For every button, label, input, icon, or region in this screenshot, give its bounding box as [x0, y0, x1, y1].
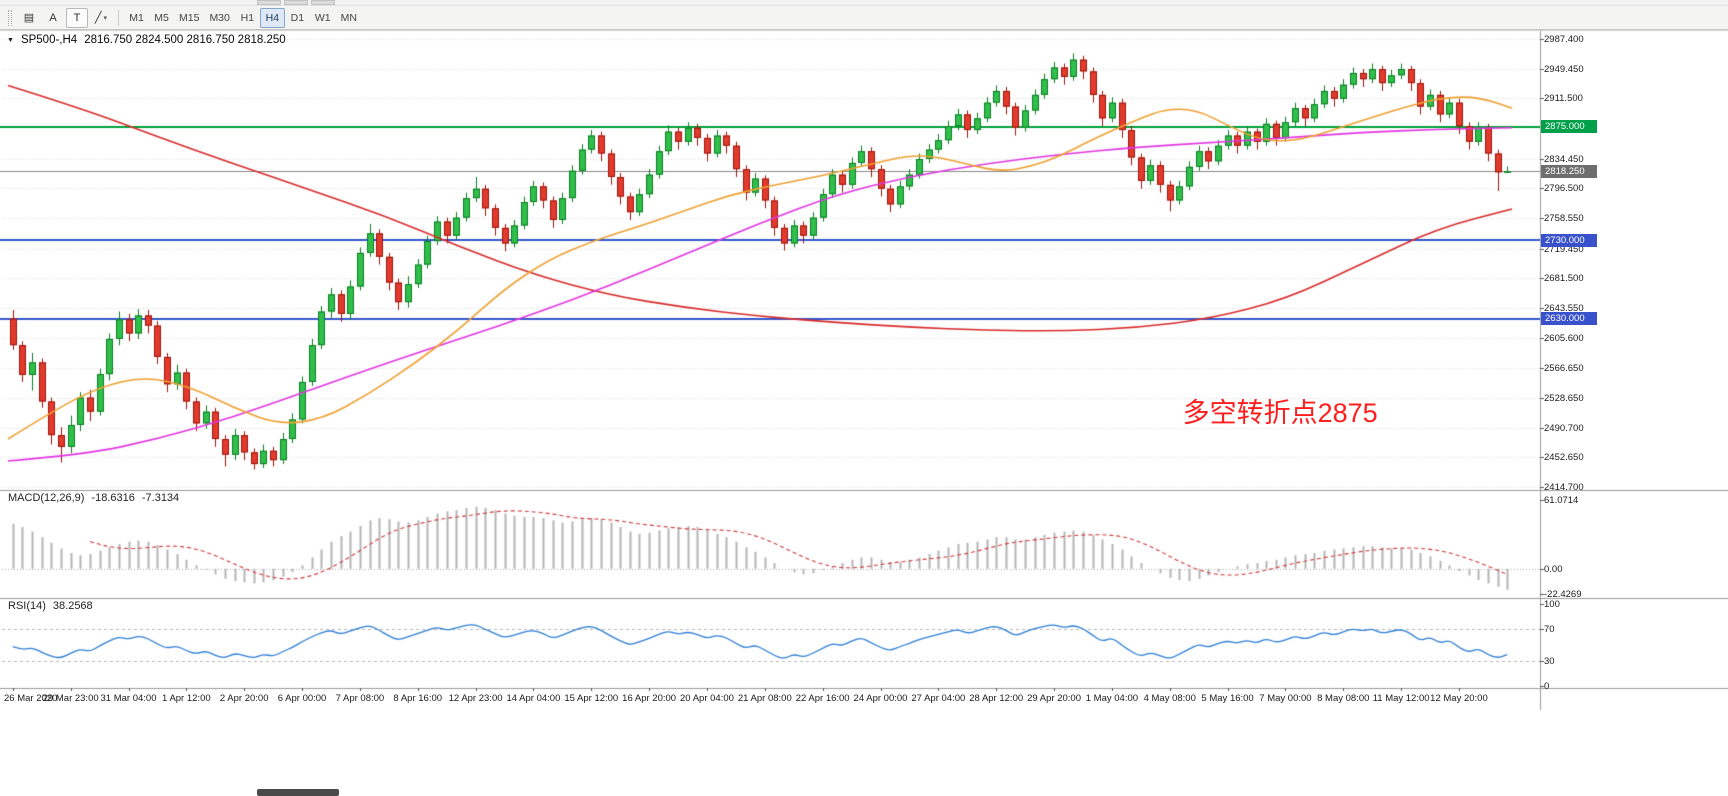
time-axis-label: 28 Apr 12:00: [969, 693, 1024, 704]
time-axis-label: 6 Apr 00:00: [277, 693, 327, 704]
time-axis-label: 29 Mar 23:00: [42, 693, 99, 704]
macd-axis-label: -22.4269: [1544, 589, 1582, 600]
timeframe-toolbar: M1 M5 M15 M30 H1 H4 D1 W1 MN: [124, 7, 362, 28]
timeframe-mn-button[interactable]: MN: [340, 11, 357, 24]
time-axis-label: 1 Apr 12:00: [162, 693, 211, 704]
chart-windows-button[interactable]: ▤: [23, 12, 35, 24]
cursor-tool-button[interactable]: A: [49, 11, 57, 24]
time-axis-label: 7 Apr 08:00: [335, 693, 385, 704]
time-axis-label: 21 Apr 08:00: [737, 693, 792, 704]
macd-axis-label: 61.0714: [1544, 495, 1579, 506]
price-axis-label: 2949.450: [1544, 63, 1584, 75]
rsi-axis-label: 100: [1544, 599, 1560, 610]
rsi-value: 38.2568: [52, 600, 93, 612]
price-axis-label: 2452.650: [1544, 452, 1584, 464]
text-tool-button[interactable]: T: [66, 7, 88, 28]
macd-main-value: -18.6316: [91, 492, 135, 504]
time-axis-label: 1 May 04:00: [1085, 693, 1139, 704]
price-axis-label: 2605.600: [1544, 332, 1584, 344]
time-axis-label: 27 Apr 04:00: [911, 693, 966, 704]
price-axis-label: 2987.400: [1544, 34, 1584, 45]
time-axis-label: 7 May 00:00: [1259, 693, 1312, 704]
time-axis-label: 16 Apr 20:00: [622, 693, 677, 704]
price-axis-label: 2414.700: [1544, 482, 1584, 493]
price-axis-label: 2528.650: [1544, 392, 1584, 404]
timeframe-m1-button[interactable]: M1: [129, 11, 144, 24]
toolbar-separator: [118, 9, 119, 26]
timeframe-h1-button[interactable]: H1: [240, 11, 255, 24]
price-badge-2875-000: 2875.000: [1541, 120, 1597, 134]
time-axis-label: 14 Apr 04:00: [506, 693, 561, 704]
macd-label: MACD(12,26,9) -18.6316 -7.3134: [8, 492, 179, 504]
chart-title: ▼ SP500-,H4 2816.750 2824.500 2816.750 2…: [7, 34, 286, 46]
time-axis-label: 2 Apr 20:00: [219, 693, 269, 704]
price-axis-label: 2643.550: [1544, 302, 1584, 314]
rsi-axis-label: 0: [1544, 681, 1550, 692]
time-axis-label: 4 May 08:00: [1143, 693, 1196, 704]
time-axis-label: 5 May 16:00: [1201, 693, 1254, 704]
time-axis-label: 12 Apr 23:00: [448, 693, 503, 704]
rsi-name: RSI(14): [8, 600, 46, 612]
clipped-toolbar-button: [284, 0, 308, 5]
time-axis-label: 29 Apr 20:00: [1027, 693, 1081, 704]
timeframe-h4-button[interactable]: H4: [259, 7, 285, 28]
price-axis-label: 2834.450: [1544, 153, 1584, 165]
rsi-label: RSI(14) 38.2568: [8, 600, 93, 612]
price-axis-label: 2911.500: [1544, 93, 1583, 105]
price-axis-label: 2719.450: [1544, 243, 1584, 255]
time-axis-label: 24 Apr 00:00: [853, 693, 908, 704]
time-axis-label: 12 May 20:00: [1430, 693, 1488, 704]
time-axis-label: 15 Apr 12:00: [564, 693, 619, 704]
chevron-down-icon: ▾: [103, 14, 108, 22]
time-axis-label: 11 May 12:00: [1372, 693, 1430, 704]
timeframe-m30-button[interactable]: M30: [209, 11, 230, 24]
price-axis-label: 2681.500: [1544, 273, 1584, 285]
macd-name: MACD(12,26,9): [8, 492, 85, 504]
time-axis-label: 26 Mar 2020: [4, 693, 58, 704]
clipped-toolbar-strip: [0, 0, 1728, 6]
price-badge-2630-000: 2630.000: [1541, 312, 1597, 326]
chart-annotation: 多空转折点2875: [1182, 398, 1378, 429]
price-badge-2730-000: 2730.000: [1541, 233, 1597, 247]
quick-trade-arrow-icon[interactable]: ▼: [7, 36, 14, 44]
drawing-tools-group: ▤ A T ╱ ▾: [17, 7, 113, 28]
timeframe-d1-button[interactable]: D1: [290, 11, 305, 24]
taskbar-fragment: [257, 789, 339, 796]
symbol-timeframe-label: SP500-,H4: [20, 34, 78, 46]
time-axis-label: 8 May 08:00: [1317, 693, 1370, 704]
toolbar: ▤ A T ╱ ▾ M1 M5 M15 M30 H1 H4 D1 W1 MN: [0, 6, 1728, 30]
macd-signal-value: -7.3134: [141, 492, 180, 504]
timeframe-m15-button[interactable]: M15: [179, 11, 200, 24]
timeframe-w1-button[interactable]: W1: [314, 11, 331, 24]
price-axis-label: 2566.650: [1544, 363, 1584, 375]
rsi-axis-label: 70: [1544, 623, 1555, 635]
ohlc-values: 2816.750 2824.500 2816.750 2818.250: [84, 34, 286, 46]
timeframe-m5-button[interactable]: M5: [154, 11, 169, 24]
price-axis-label: 2490.700: [1544, 422, 1584, 434]
draw-tools-button[interactable]: ╱ ▾: [94, 12, 108, 24]
time-axis-label: 31 Mar 04:00: [100, 693, 157, 704]
toolbar-grip-icon[interactable]: [8, 9, 12, 26]
macd-axis-label: 0.00: [1544, 563, 1563, 575]
time-axis-label: 8 Apr 16:00: [393, 693, 443, 704]
time-axis-label: 22 Apr 16:00: [795, 693, 850, 704]
clipped-toolbar-button: [311, 0, 335, 5]
price-badge-2818-250: 2818.250: [1541, 164, 1597, 178]
price-axis-label: 2758.550: [1544, 213, 1584, 225]
rsi-axis-label: 30: [1544, 656, 1555, 668]
price-axis-label: 2796.500: [1544, 183, 1584, 195]
clipped-toolbar-button: [257, 0, 281, 5]
time-axis-label: 20 Apr 04:00: [680, 693, 734, 704]
